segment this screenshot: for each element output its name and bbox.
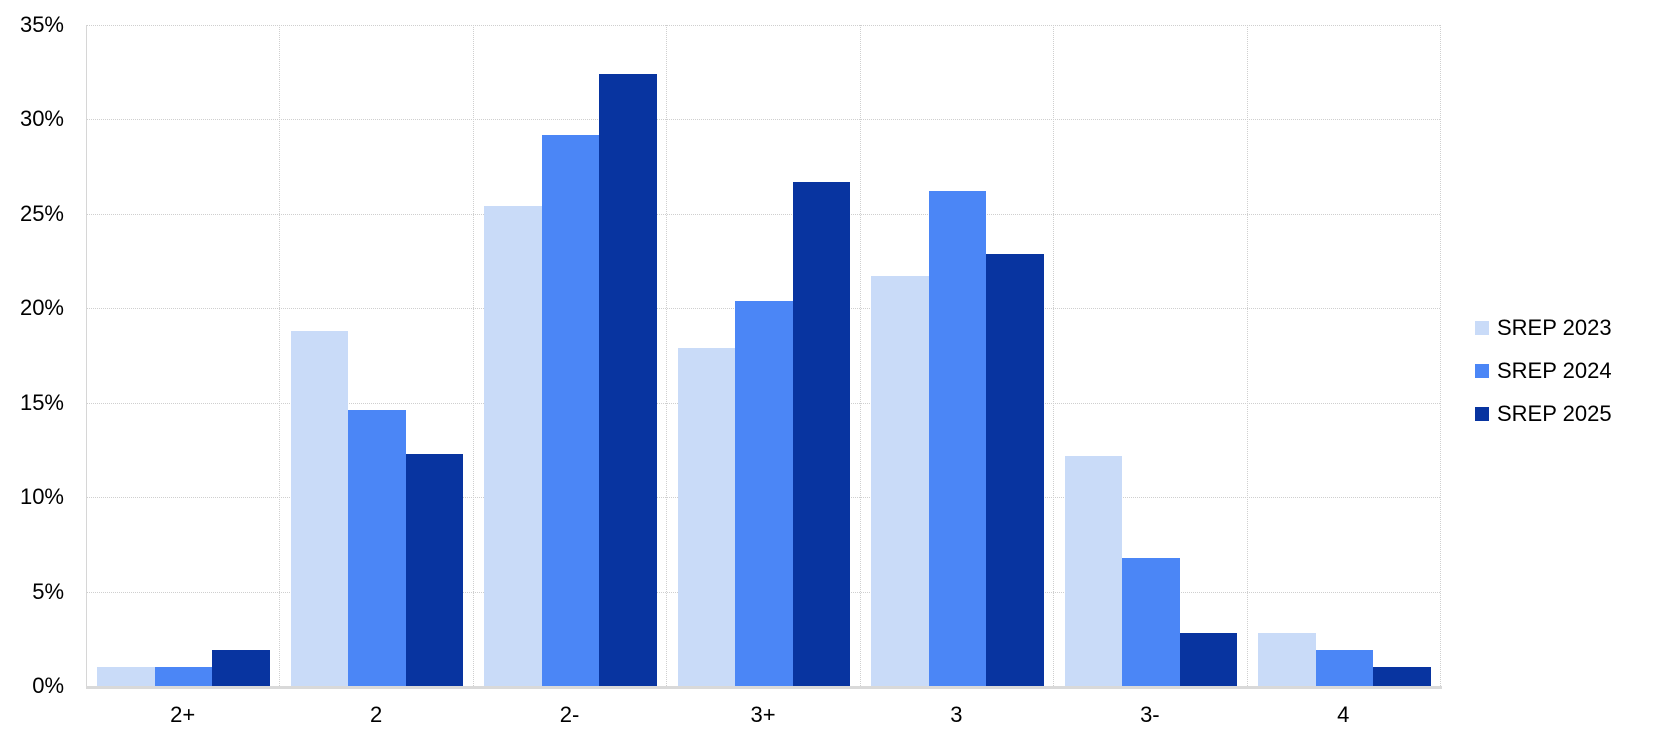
gridline-vertical	[1053, 25, 1055, 686]
bar-group-4	[1248, 25, 1441, 686]
bar-srep-2024-2+	[154, 667, 213, 686]
gridline-horizontal	[87, 119, 1440, 121]
y-tick-label: 35%	[19, 12, 64, 37]
x-tick-label: 2+	[170, 702, 196, 727]
y-tick-label: 10%	[19, 484, 64, 510]
y-tick-label: 0%	[32, 673, 64, 698]
bar-srep-2025-3+	[792, 181, 851, 686]
y-tick-label: 5%	[32, 578, 64, 604]
x-axis-line	[86, 686, 1442, 689]
x-tick-label: 3+	[750, 702, 776, 727]
bar-srep-2023-3+	[677, 347, 736, 686]
bar-srep-2023-2+	[97, 667, 155, 686]
bar-srep-2023-2-	[484, 206, 542, 686]
x-tick-label: 3-	[1140, 702, 1160, 727]
bar-group-3-	[1054, 25, 1247, 686]
bar-group-2	[280, 25, 473, 686]
bar-srep-2024-3+	[735, 300, 793, 686]
bar-srep-2023-4	[1258, 633, 1316, 686]
legend-swatch-icon	[1475, 407, 1489, 421]
bar-group-3	[861, 25, 1054, 686]
y-tick-label: 20%	[19, 295, 64, 321]
bar-srep-2025-2	[405, 453, 464, 686]
gridline-vertical	[279, 25, 281, 686]
gridline-vertical	[1440, 25, 1441, 686]
y-tick-label: 15%	[19, 389, 64, 415]
bar-srep-2025-2+	[212, 650, 270, 686]
legend-label: SREP 2023	[1497, 315, 1612, 340]
gridline-vertical	[859, 25, 861, 686]
gridline-horizontal	[87, 25, 1440, 26]
x-tick-label: 2-	[559, 702, 580, 727]
bar-srep-2024-3	[928, 191, 987, 686]
gridline-horizontal	[87, 213, 1440, 215]
gridline-vertical	[472, 25, 474, 686]
bar-srep-2024-4	[1315, 650, 1374, 686]
legend-swatch-icon	[1475, 364, 1489, 378]
bar-srep-2025-3-	[1179, 633, 1238, 686]
bar-srep-2024-3-	[1122, 557, 1180, 686]
gridline-vertical	[666, 25, 668, 686]
plot-area	[86, 25, 1441, 686]
x-tick-label: 3	[950, 702, 963, 727]
x-tick-label: 2	[370, 702, 383, 727]
bar-srep-2025-4	[1373, 667, 1431, 686]
bar-srep-2023-3	[871, 276, 929, 686]
bar-group-2-	[474, 25, 667, 686]
bar-srep-2024-2	[348, 410, 406, 686]
legend: SREP 2023 SREP 2024 SREP 2025	[1475, 313, 1612, 442]
legend-swatch-icon	[1475, 321, 1489, 335]
gridline-vertical	[1246, 25, 1248, 686]
bar-srep-2025-2-	[599, 74, 657, 686]
legend-item-srep-2023: SREP 2023	[1475, 313, 1612, 343]
bar-group-3+	[667, 25, 860, 686]
legend-item-srep-2024: SREP 2024	[1475, 356, 1612, 386]
x-tick-label: 4	[1337, 702, 1350, 727]
bar-srep-2023-3-	[1064, 455, 1123, 686]
legend-label: SREP 2025	[1497, 401, 1612, 426]
bar-srep-2024-2-	[541, 134, 600, 686]
legend-item-srep-2025: SREP 2025	[1475, 399, 1612, 429]
bar-group-2+	[87, 25, 280, 686]
bar-srep-2023-2	[290, 330, 349, 686]
y-tick-label: 30%	[19, 106, 64, 132]
bar-srep-2025-3	[986, 253, 1044, 686]
y-tick-label: 25%	[19, 200, 64, 226]
legend-label: SREP 2024	[1497, 358, 1612, 383]
